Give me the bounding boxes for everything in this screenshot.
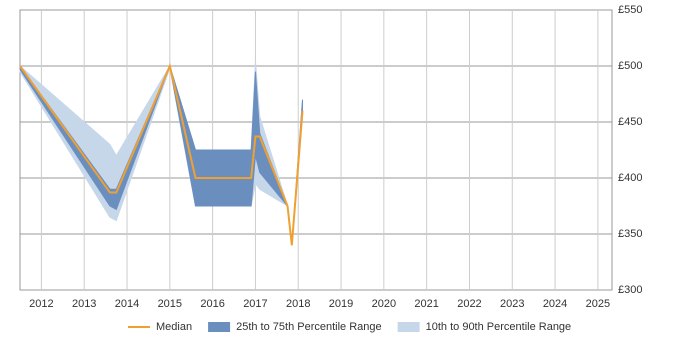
x-tick-label: 2016 xyxy=(200,298,224,310)
legend-label: 10th to 90th Percentile Range xyxy=(426,321,572,333)
x-tick-label: 2025 xyxy=(586,298,610,310)
x-tick-label: 2017 xyxy=(243,298,267,310)
y-tick-label: £350 xyxy=(618,228,642,240)
y-tick-label: £550 xyxy=(618,4,642,16)
y-tick-label: £300 xyxy=(618,284,642,296)
x-tick-label: 2012 xyxy=(29,298,53,310)
x-tick-label: 2018 xyxy=(286,298,310,310)
x-tick-label: 2014 xyxy=(115,298,139,310)
x-tick-label: 2023 xyxy=(500,298,524,310)
legend-swatch xyxy=(208,322,231,332)
legend-label: Median xyxy=(156,321,192,333)
x-tick-label: 2024 xyxy=(543,298,567,310)
x-tick-label: 2015 xyxy=(158,298,182,310)
legend-swatch xyxy=(397,322,420,332)
x-tick-label: 2020 xyxy=(372,298,396,310)
x-tick-label: 2022 xyxy=(457,298,481,310)
legend-label: 25th to 75th Percentile Range xyxy=(236,321,382,333)
x-tick-label: 2021 xyxy=(414,298,438,310)
x-tick-label: 2019 xyxy=(329,298,353,310)
x-tick-label: 2013 xyxy=(72,298,96,310)
plot-area xyxy=(19,9,613,291)
median-line xyxy=(19,62,304,246)
y-tick-label: £450 xyxy=(618,116,642,128)
y-tick-label: £400 xyxy=(618,172,642,184)
y-tick-label: £500 xyxy=(618,60,642,72)
